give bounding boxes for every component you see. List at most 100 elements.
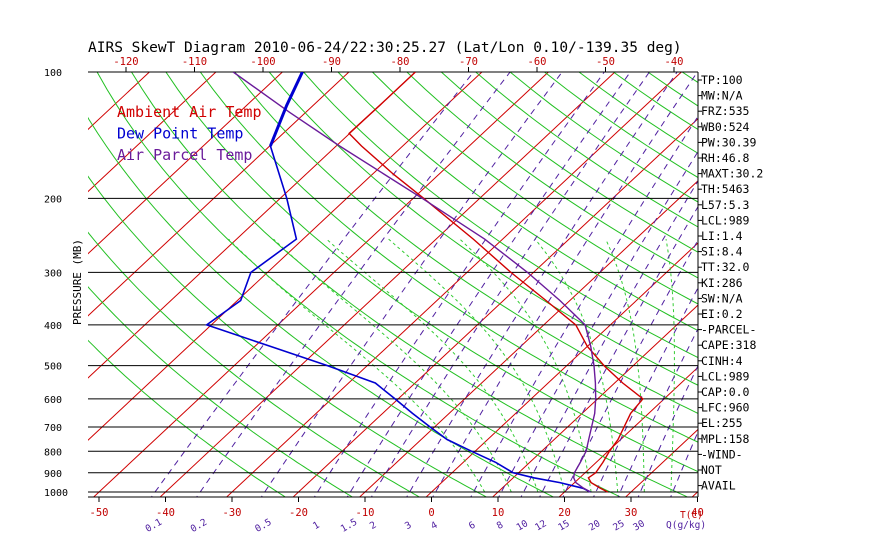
isobars: 100 200 300 400 500 600 700 800 900 1000 xyxy=(44,68,699,499)
mixing-ratio-line xyxy=(346,72,631,497)
index-label: -PARCEL- xyxy=(701,323,756,337)
pressure-tick-label: 1000 xyxy=(44,488,68,499)
top-temp-tick-label: -110 xyxy=(182,56,207,68)
index-label: LCL:989 xyxy=(701,213,750,227)
dry-adiabat-line xyxy=(372,72,698,305)
isotherm-line xyxy=(159,72,616,497)
index-label: NOT xyxy=(701,463,722,477)
mixing-ratio-label: 0.2 xyxy=(189,517,209,535)
bottom-temp-tick-label: 30 xyxy=(625,507,638,519)
mixing-ratio-label: 1.5 xyxy=(339,517,359,535)
pressure-tick-label: 700 xyxy=(44,423,62,434)
dry-adiabat-line xyxy=(854,72,870,501)
chart-title: AIRS SkewT Diagram 2010-06-24/22:30:25.2… xyxy=(88,40,682,56)
top-temp-tick-label: -90 xyxy=(322,56,341,68)
index-label: MPL:158 xyxy=(701,432,750,446)
mixing-ratio-line xyxy=(539,205,698,497)
top-temp-tick-label: -80 xyxy=(391,56,410,68)
dry-adiabat-line xyxy=(268,72,698,386)
series-dew-point-temp xyxy=(204,72,591,493)
index-label: CAP:0.0 xyxy=(701,385,750,399)
mixing-ratio-line xyxy=(260,72,563,497)
bottom-temp-tick-label: -40 xyxy=(156,507,175,519)
index-label: TH:5463 xyxy=(701,182,750,196)
isotherm-line xyxy=(358,180,698,497)
pressure-tick-label: 400 xyxy=(44,321,62,332)
mixing-ratio-line xyxy=(432,72,698,497)
mixing-ratio-label: 12 xyxy=(533,518,548,533)
index-label: CINH:4 xyxy=(701,354,743,368)
mixing-ratio-line xyxy=(520,180,698,497)
mixing-ratio-line xyxy=(617,327,698,497)
isotherm-line xyxy=(88,72,483,441)
mixing-ratio-label: 0.1 xyxy=(144,517,165,535)
index-label: CAPE:318 xyxy=(701,338,756,352)
bottom-temp-tick-label: -30 xyxy=(223,507,242,519)
index-label: TT:32.0 xyxy=(701,260,750,274)
mixing-ratio-line xyxy=(670,430,698,497)
mixing-ratio-label: 10 xyxy=(515,518,531,533)
isotherm-line xyxy=(88,72,283,255)
index-label: PW:30.39 xyxy=(701,135,756,149)
series-line xyxy=(204,72,591,493)
mixing-ratio-unit: Q(g/kg) xyxy=(666,520,706,531)
bottom-temp-tick-label: -50 xyxy=(90,507,109,519)
mixing-ratio-label: 15 xyxy=(556,518,571,533)
index-label: MW:N/A xyxy=(701,89,743,103)
index-label: EI:0.2 xyxy=(701,307,743,321)
bottom-temp-tick-label: -20 xyxy=(289,507,308,519)
isotherm-line xyxy=(491,304,698,497)
dry-adiabat-line xyxy=(337,72,698,332)
moist-adiabat-line xyxy=(326,238,539,493)
mixing-ratio-line xyxy=(370,72,650,497)
index-label: TP:100 xyxy=(701,73,743,87)
dry-adiabat-line xyxy=(96,72,622,497)
bottom-temp-tick-label: 20 xyxy=(558,507,571,519)
dry-adiabat-line xyxy=(406,72,698,279)
mixing-ratio-line xyxy=(406,72,678,497)
moist-adiabat-line xyxy=(388,238,565,493)
moist-adiabat-line xyxy=(605,238,645,492)
index-label: -WIND- xyxy=(701,447,743,461)
dry-adiabat-line xyxy=(88,339,287,497)
dry-adiabat-line xyxy=(751,72,870,501)
mixing-ratio-label: 20 xyxy=(587,518,603,533)
isotherm-line xyxy=(0,72,16,501)
moist-adiabat-line xyxy=(665,239,675,492)
mixing-ratio-label: 4 xyxy=(429,520,440,533)
bottom-temp-tick-label: -10 xyxy=(356,507,375,519)
dry-adiabat-line xyxy=(88,175,488,497)
dry-adiabat-line xyxy=(88,286,354,497)
dry-adiabat-line xyxy=(440,72,698,253)
top-temp-tick-label: -50 xyxy=(596,56,615,68)
pressure-tick-label: 800 xyxy=(44,447,62,458)
mixing-ratio-label: 30 xyxy=(631,518,647,533)
pressure-tick-label: 200 xyxy=(44,194,62,205)
index-label: L57:5.3 xyxy=(701,198,750,212)
top-temp-tick-label: -60 xyxy=(528,56,547,68)
mixing-ratio-label: 3 xyxy=(403,520,413,532)
profile-curves xyxy=(204,72,644,493)
mixing-ratio-label: 2 xyxy=(368,520,378,532)
dry-adiabat-line xyxy=(88,231,421,497)
series-line xyxy=(348,72,644,493)
index-label: WB0:524 xyxy=(701,120,750,134)
isotherm-line xyxy=(292,117,698,497)
index-label: MAXT:30.2 xyxy=(701,167,763,181)
index-label: SW:N/A xyxy=(701,291,743,305)
mixing-ratio-label: 25 xyxy=(611,518,626,533)
index-label: LCL:989 xyxy=(701,369,750,383)
dry-adiabat-line xyxy=(199,72,698,443)
dry-adiabat-line xyxy=(647,72,698,107)
mixing-ratio-line xyxy=(470,115,698,497)
legend: Ambient Air Temp Dew Point Temp Air Parcel… xyxy=(117,103,262,164)
moist-adiabat-line xyxy=(459,238,592,493)
mixing-ratio-label: 0.5 xyxy=(253,517,273,535)
dry-adiabat-line xyxy=(303,72,698,359)
series-air-parcel-temp xyxy=(232,72,597,493)
index-label: SI:8.4 xyxy=(701,245,743,259)
dry-adiabat-line xyxy=(820,72,870,501)
grid-lines xyxy=(0,72,870,501)
bottom-temp-tick-label: 10 xyxy=(492,507,505,519)
